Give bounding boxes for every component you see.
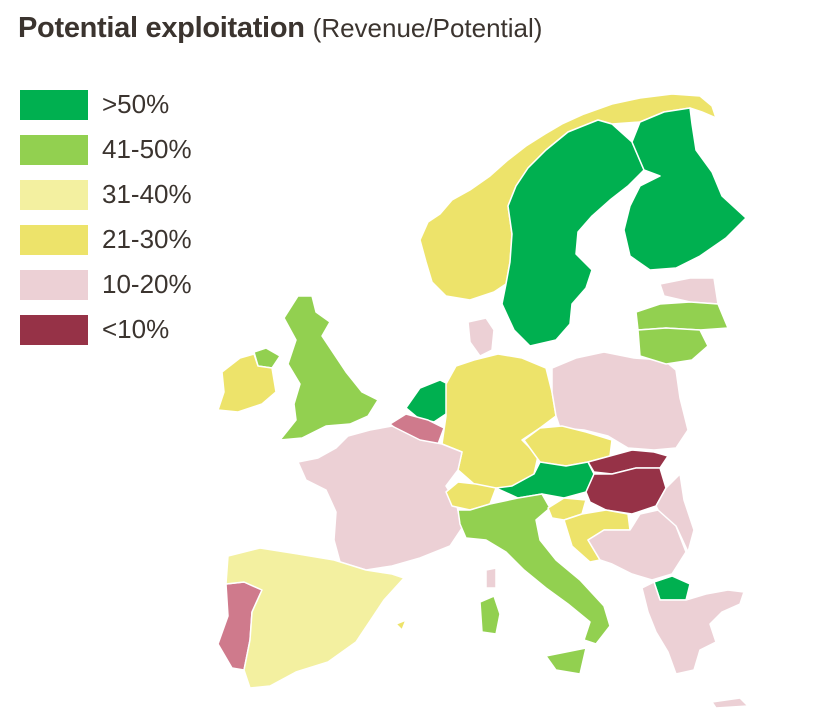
legend-swatch <box>20 179 88 210</box>
region-spain[interactable] <box>225 547 405 689</box>
legend-item-gt50: >50% <box>20 82 192 127</box>
region-romania[interactable] <box>655 473 695 553</box>
legend-label: 31-40% <box>102 179 192 209</box>
legend-item-21-30: 21-30% <box>20 217 192 262</box>
legend-label: 10-20% <box>102 269 192 299</box>
legend-label: >50% <box>102 89 170 119</box>
region-lithuania[interactable] <box>637 327 709 365</box>
region-poland[interactable] <box>551 351 689 451</box>
legend-item-10-20: 10-20% <box>20 262 192 307</box>
region-great-britain[interactable] <box>279 295 379 441</box>
region-italy[interactable] <box>457 493 611 645</box>
legend-item-41-50: 41-50% <box>20 127 192 172</box>
legend: >50% 41-50% 31-40% 21-30% 10-20% <10% <box>20 82 192 352</box>
region-latvia[interactable] <box>635 301 729 331</box>
region-hungary[interactable] <box>585 467 667 515</box>
legend-label: 21-30% <box>102 224 192 254</box>
legend-label: <10% <box>102 314 170 344</box>
legend-item-lt10: <10% <box>20 307 192 352</box>
legend-swatch <box>20 89 88 120</box>
region-switzerland[interactable] <box>445 481 497 511</box>
legend-swatch <box>20 314 88 345</box>
region-sweden[interactable] <box>501 119 645 347</box>
legend-item-31-40: 31-40% <box>20 172 192 217</box>
legend-swatch <box>20 269 88 300</box>
region-denmark[interactable] <box>467 317 495 357</box>
map-title: Potential exploitation (Revenue/Potential… <box>18 12 542 45</box>
region-balearic[interactable] <box>395 619 407 631</box>
title-main: Potential exploitation <box>18 12 305 44</box>
region-sicily[interactable] <box>545 647 587 675</box>
title-subtitle: (Revenue/Potential) <box>312 13 543 43</box>
region-finland[interactable] <box>623 107 747 271</box>
region-france[interactable] <box>297 425 463 571</box>
region-estonia[interactable] <box>659 277 719 305</box>
region-ireland[interactable] <box>217 353 277 413</box>
region-balkans[interactable] <box>587 509 687 581</box>
region-sardinia[interactable] <box>479 595 501 635</box>
legend-swatch <box>20 134 88 165</box>
legend-label: 41-50% <box>102 134 192 164</box>
legend-swatch <box>20 224 88 255</box>
region-crete[interactable] <box>711 697 749 709</box>
region-corsica[interactable] <box>485 567 497 589</box>
region-greece[interactable] <box>641 581 745 675</box>
